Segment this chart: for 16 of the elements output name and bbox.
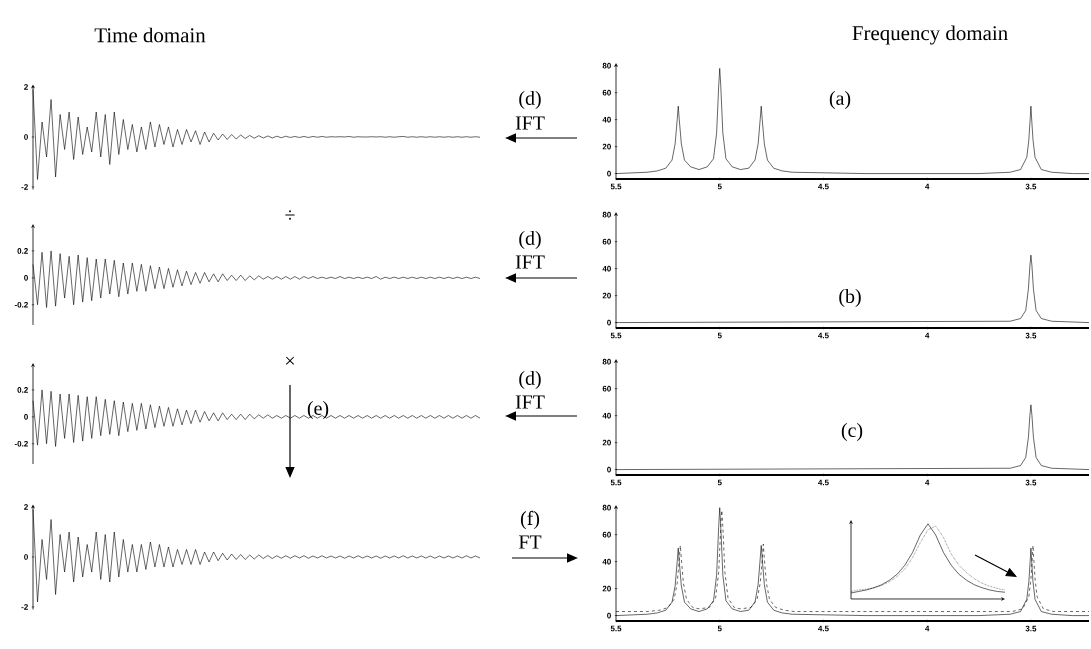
text: (d) — [519, 90, 541, 110]
text: (d) — [519, 370, 541, 390]
chart-title: Frequency domain — [852, 25, 1008, 45]
annotation: (a) — [829, 90, 851, 110]
chart-title: Time domain — [94, 27, 206, 43]
text: FT — [518, 535, 542, 549]
text: ÷ — [285, 210, 295, 220]
annotation: (c) — [841, 422, 863, 442]
annotation: (e) — [307, 400, 329, 420]
text: IFT — [515, 116, 545, 130]
text: (d) — [519, 230, 541, 250]
annotation: (b) — [839, 288, 861, 308]
text: IFT — [515, 395, 545, 409]
text: IFT — [515, 255, 545, 269]
annotation: × — [285, 356, 295, 365]
text: (f) — [520, 510, 540, 530]
